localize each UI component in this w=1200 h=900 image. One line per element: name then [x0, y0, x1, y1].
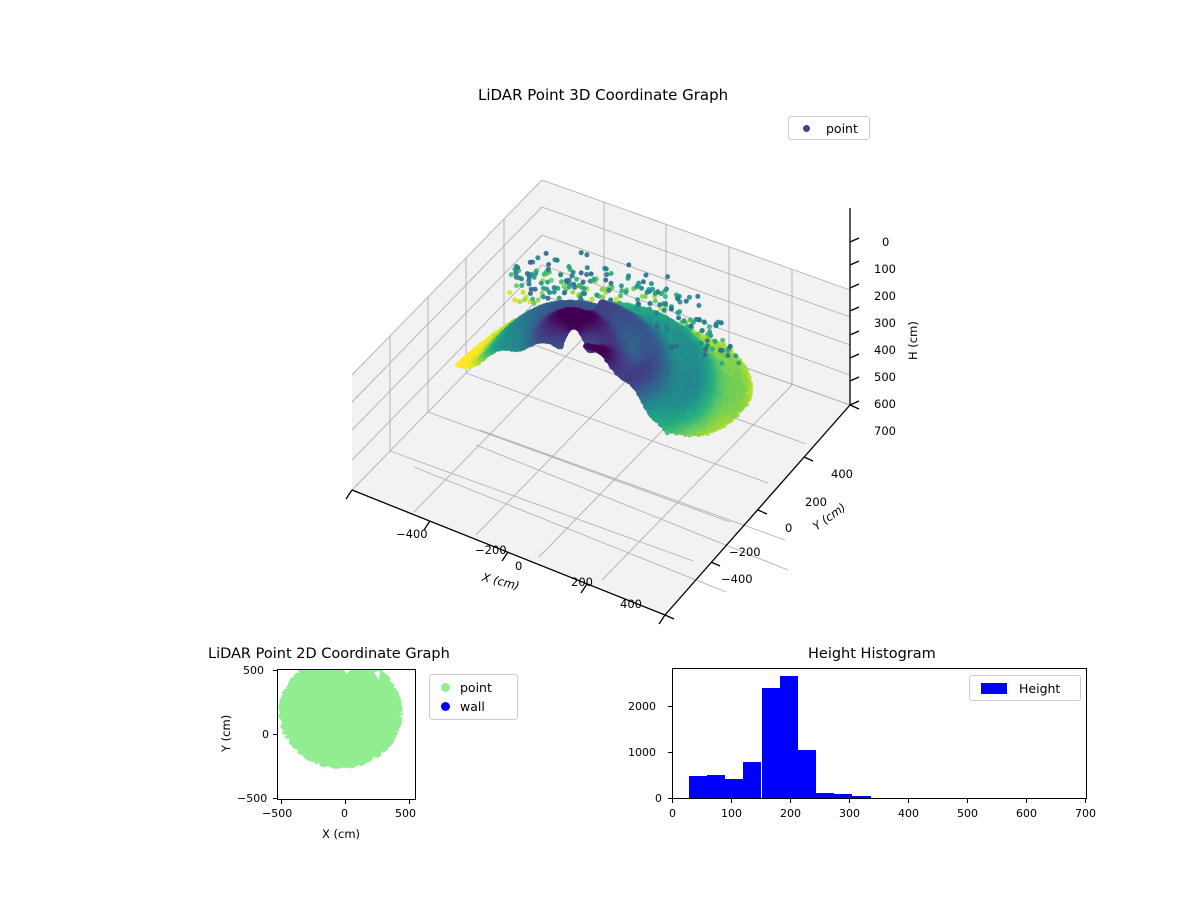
plot2d-ytick-0: 500 — [243, 664, 264, 677]
histogram-bar — [724, 778, 744, 798]
histogram-bar — [761, 687, 780, 798]
plot3d-xtick-2: 0 — [515, 559, 523, 573]
hist-ytick-2: 2000 — [628, 700, 656, 713]
hist-ytick-0: 0 — [655, 792, 662, 805]
histogram-bar — [707, 774, 725, 798]
histogram-legend[interactable]: Height — [969, 675, 1081, 701]
plot3d-legend[interactable]: point — [788, 116, 870, 140]
histogram-bar — [779, 675, 799, 798]
histogram-bar — [798, 749, 816, 798]
hist-xtick-3: 300 — [839, 807, 860, 820]
hist-xtick-mark-0 — [672, 799, 674, 803]
plot3d-ztick-0: 0 — [882, 235, 890, 249]
hist-xtick-mark-2 — [790, 799, 792, 803]
height-swatch-icon — [981, 682, 1007, 694]
plot3d-panes — [352, 180, 850, 615]
point-marker-icon — [803, 124, 810, 132]
hist-xtick-mark-1 — [731, 799, 733, 803]
point-marker-icon — [441, 683, 450, 692]
hist-ytick-mark-0 — [668, 798, 672, 800]
hist-xtick-0: 0 — [669, 807, 676, 820]
plot3d-ytick-4: 400 — [831, 467, 853, 481]
plot2d-xtick-2: 500 — [395, 807, 416, 820]
plot3d-xticks — [345, 489, 666, 625]
hist-xtick-mark-4 — [908, 799, 910, 803]
plot3d-ytick-1: −200 — [729, 545, 761, 559]
histogram-bar — [688, 776, 708, 798]
wall-marker-icon — [441, 702, 450, 711]
plot2d-ytick-1: 0 — [262, 728, 269, 741]
legend-label: Height — [1019, 680, 1061, 696]
plot3d-xtick-0: −400 — [396, 527, 428, 541]
plot2d-canvas — [278, 670, 404, 769]
plot3d-ytick-2: 0 — [785, 521, 793, 535]
plot2d-xtick-0: −500 — [262, 807, 293, 820]
plot3d-yticks — [664, 404, 860, 620]
legend-label: point — [460, 680, 492, 695]
plot3d-title: LiDAR Point 3D Coordinate Graph — [478, 86, 729, 104]
plot3d-spines — [351, 208, 851, 616]
hist-xtick-5: 500 — [957, 807, 978, 820]
plot3d-ztick-7: 700 — [874, 424, 896, 438]
lidar-point-cloud — [455, 250, 754, 438]
plot2d-xtick-1: 0 — [341, 807, 348, 820]
histogram-title: Height Histogram — [808, 646, 936, 662]
plot2d-ytick-mark-2 — [273, 798, 277, 800]
hist-xtick-mark-7 — [1085, 799, 1087, 803]
plot3d-ztick-5: 500 — [874, 370, 896, 384]
plot2d-legend[interactable]: point wall — [429, 674, 518, 720]
plot3d-xtick-4: 400 — [620, 597, 642, 611]
plot2d-axes[interactable] — [277, 669, 416, 800]
plot3d-xtick-3: 200 — [571, 575, 593, 589]
histogram-bars — [673, 669, 1086, 798]
plot2d-xaxis-label: X (cm) — [322, 827, 361, 841]
legend-label: point — [826, 120, 858, 136]
legend-entry-point: point — [797, 120, 861, 136]
plot2d-yaxis-label: Y (cm) — [219, 714, 233, 752]
histogram-bar — [815, 792, 835, 798]
plot3d-axes[interactable] — [330, 120, 930, 630]
plot3d-ytick-0: −400 — [721, 572, 753, 586]
legend-entry-height: Height — [978, 679, 1072, 697]
plot3d-zaxis-label: H (cm) — [906, 321, 920, 360]
plot2d-title: LiDAR Point 2D Coordinate Graph — [208, 646, 450, 662]
plot3d-ztick-6: 600 — [874, 397, 896, 411]
plot3d-zticks — [849, 237, 860, 406]
histogram-bar — [834, 794, 853, 798]
hist-ytick-mark-1 — [668, 752, 672, 754]
plot2d-xtick-mark-1 — [345, 800, 347, 804]
hist-xtick-mark-3 — [849, 799, 851, 803]
hist-ytick-mark-2 — [668, 706, 672, 708]
plot3d-ztick-1: 100 — [874, 262, 896, 276]
plot2d-ytick-mark-1 — [273, 734, 277, 736]
plot2d-ytick-mark-0 — [273, 670, 277, 672]
plot3d-canvas — [345, 179, 860, 625]
plot3d-ztick-3: 300 — [874, 316, 896, 330]
hist-xtick-mark-5 — [967, 799, 969, 803]
legend-entry-wall: wall — [438, 697, 509, 716]
hist-xtick-7: 700 — [1075, 807, 1096, 820]
plot2d-xtick-mark-0 — [281, 800, 283, 804]
plot3d-ytick-3: 200 — [805, 495, 827, 509]
hist-xtick-1: 100 — [721, 807, 742, 820]
hist-xtick-4: 400 — [898, 807, 919, 820]
histogram-bar — [852, 796, 871, 798]
legend-entry-point: point — [438, 678, 509, 697]
plot3d-ztick-2: 200 — [874, 289, 896, 303]
plot3d-xtick-1: −200 — [475, 543, 507, 557]
point-blob — [278, 670, 404, 769]
hist-ytick-1: 1000 — [628, 746, 656, 759]
plot2d-ytick-2: −500 — [237, 792, 268, 805]
plot3d-ztick-4: 400 — [874, 343, 896, 357]
legend-label: wall — [460, 699, 485, 714]
hist-xtick-mark-6 — [1026, 799, 1028, 803]
hist-xtick-6: 600 — [1016, 807, 1037, 820]
plot2d-xtick-mark-2 — [409, 800, 411, 804]
hist-xtick-2: 200 — [780, 807, 801, 820]
histogram-bar — [743, 761, 762, 798]
